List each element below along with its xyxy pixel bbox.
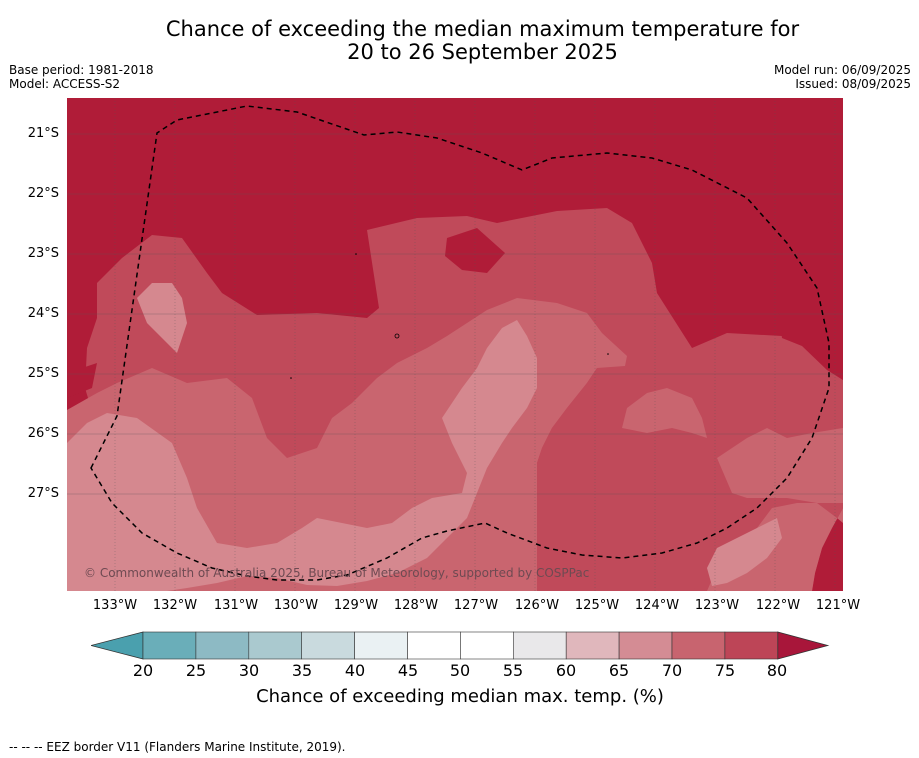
lon-label: 127°W xyxy=(453,598,499,613)
colorbar-segment xyxy=(248,631,303,660)
colorbar-tick-label: 45 xyxy=(397,661,419,680)
forecast-map xyxy=(67,98,843,591)
colorbar-tick-label: 75 xyxy=(714,661,736,680)
zone-gt80-east xyxy=(767,218,843,380)
lon-label: 124°W xyxy=(634,598,680,613)
colorbar-segment xyxy=(512,631,567,660)
zone-70-75-mid xyxy=(537,368,732,591)
colorbar-segment xyxy=(618,631,673,660)
lon-label: 133°W xyxy=(92,598,138,613)
island-marker xyxy=(290,377,292,379)
colorbar-segment xyxy=(195,631,250,660)
colorbar-segment xyxy=(671,631,726,660)
colorbar-tick-label: 60 xyxy=(555,661,577,680)
zone-65-70 xyxy=(67,320,537,591)
lon-label: 122°W xyxy=(755,598,801,613)
zone-gt80-se xyxy=(812,508,843,591)
lon-label: 131°W xyxy=(213,598,259,613)
zone-65-70-west xyxy=(67,553,77,591)
lon-label: 121°W xyxy=(815,598,861,613)
lon-label: 123°W xyxy=(694,598,740,613)
lon-label: 132°W xyxy=(152,598,198,613)
colorbar xyxy=(91,631,830,660)
title-line-1: Chance of exceeding the median maximum t… xyxy=(165,17,800,41)
zone-65-70-e xyxy=(707,518,782,586)
island-marker xyxy=(394,333,400,339)
lat-label: 24°S xyxy=(27,306,59,321)
lon-label: 126°W xyxy=(514,598,560,613)
lat-label: 23°S xyxy=(27,246,59,261)
lat-label: 25°S xyxy=(27,366,59,381)
eez-legend: -- -- -- EEZ border V11 (Flanders Marine… xyxy=(9,740,346,754)
colorbar-tick-label: 80 xyxy=(766,661,788,680)
zone-gt80-island xyxy=(445,228,505,273)
colorbar-tick-label: 40 xyxy=(344,661,366,680)
colorbar-segment xyxy=(142,631,197,660)
colorbar-tick-label: 25 xyxy=(185,661,207,680)
colorbar-under-arrow xyxy=(91,631,144,660)
issued-date: Issued: 08/09/2025 xyxy=(795,77,911,91)
copyright-notice: © Commonwealth of Australia 2025, Bureau… xyxy=(84,566,590,580)
lon-label: 125°W xyxy=(574,598,620,613)
colorbar-tick-label: 35 xyxy=(291,661,313,680)
model-run: Model run: 06/09/2025 xyxy=(773,63,911,77)
base-period: Base period: 1981-2018 xyxy=(9,63,154,77)
colorbar-tick-label: 65 xyxy=(608,661,630,680)
colorbar-title: Chance of exceeding median max. temp. (%… xyxy=(256,686,664,707)
meta-right: Model run: 06/09/2025 Issued: 08/09/2025 xyxy=(774,63,911,91)
zone-gt80-west xyxy=(67,353,97,398)
meta-left: Base period: 1981-2018 Model: ACCESS-S2 xyxy=(9,63,154,91)
map-grid xyxy=(67,98,843,591)
colorbar-segment xyxy=(301,631,355,660)
lat-label: 21°S xyxy=(27,126,59,141)
model-name: Model: ACCESS-S2 xyxy=(9,77,121,91)
zone-65-70-nw xyxy=(137,283,187,353)
lat-label: 22°S xyxy=(27,186,59,201)
colorbar-segment xyxy=(565,631,620,660)
lon-label: 130°W xyxy=(273,598,319,613)
title-line-2: 20 to 26 September 2025 xyxy=(347,40,618,64)
lon-label: 129°W xyxy=(333,598,379,613)
chart-title: Chance of exceeding the median maximum t… xyxy=(0,18,919,64)
zone-70-75-right xyxy=(717,428,843,503)
zone-gt80-ne xyxy=(779,223,825,258)
colorbar-tick-label: 70 xyxy=(661,661,683,680)
colorbar-tick-label: 20 xyxy=(132,661,154,680)
island-marker xyxy=(607,353,609,355)
colorbar-segment xyxy=(460,631,514,660)
colorbar-segment xyxy=(354,631,408,660)
colorbar-segment xyxy=(724,631,779,660)
lat-label: 27°S xyxy=(27,486,59,501)
island-marker xyxy=(355,253,357,255)
colorbar-tick-label: 30 xyxy=(238,661,260,680)
colorbar-tick-label: 55 xyxy=(502,661,524,680)
colorbar-segment xyxy=(407,631,461,660)
lon-label: 128°W xyxy=(393,598,439,613)
colorbar-tick-label: 50 xyxy=(449,661,471,680)
colorbar-over-arrow xyxy=(777,631,830,660)
lat-label: 26°S xyxy=(27,426,59,441)
zone-70-75-ne xyxy=(622,388,707,438)
